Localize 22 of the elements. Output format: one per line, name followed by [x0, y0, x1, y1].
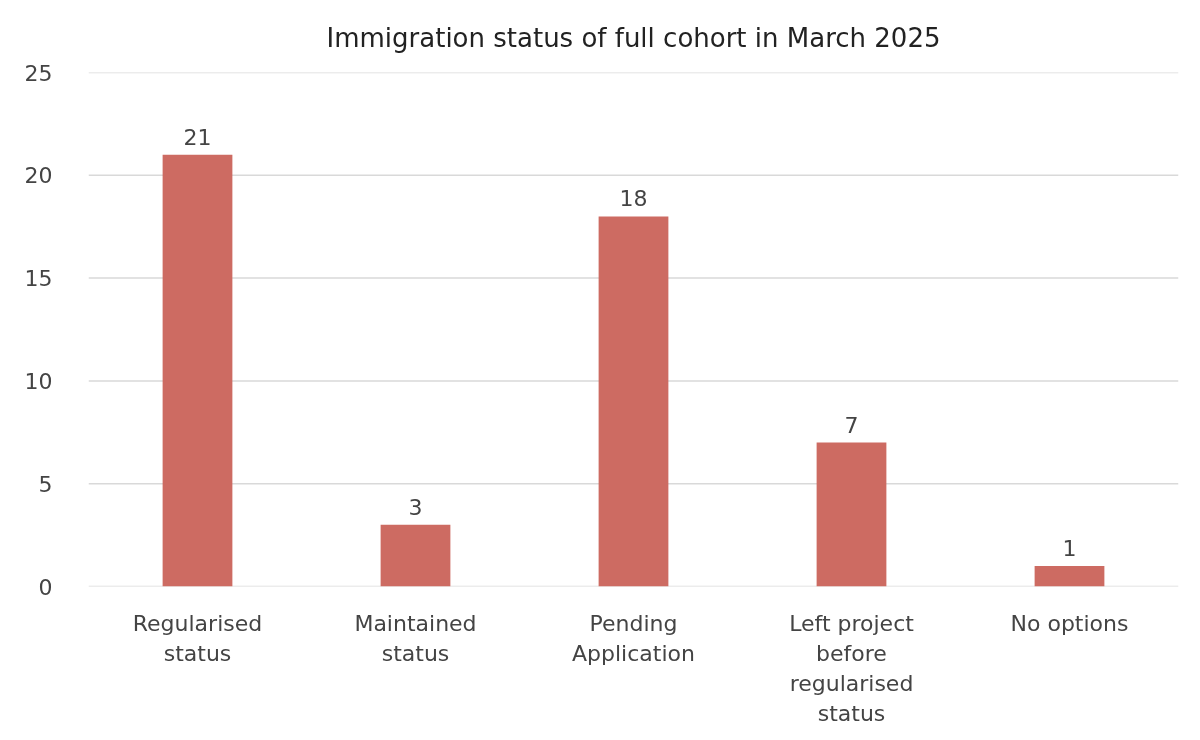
x-tick-label: No options — [1010, 610, 1129, 636]
bar — [598, 216, 669, 587]
chart-title: Immigration status of full cohort in March 2025 — [326, 22, 941, 53]
x-tick-label: Pending Application — [572, 610, 695, 666]
data-label: 18 — [619, 186, 648, 212]
y-tick-label: 0 — [38, 574, 53, 600]
data-label: 21 — [183, 124, 212, 150]
y-tick-label: 25 — [24, 60, 53, 86]
data-label: 1 — [1062, 535, 1077, 561]
bar — [1034, 565, 1105, 587]
bar — [162, 154, 233, 587]
x-tick-label: Regularised status — [132, 610, 263, 666]
data-label: 7 — [844, 412, 859, 438]
bar — [380, 524, 451, 587]
x-tick-label: Maintained status — [354, 610, 477, 666]
x-tick-label: Left project before regularised status — [789, 610, 915, 726]
bar — [816, 442, 887, 587]
data-label: 3 — [408, 494, 423, 520]
y-tick-label: 5 — [38, 471, 53, 497]
y-tick-label: 20 — [24, 163, 53, 189]
y-tick-label: 15 — [24, 266, 53, 292]
y-tick-label: 10 — [24, 368, 53, 394]
